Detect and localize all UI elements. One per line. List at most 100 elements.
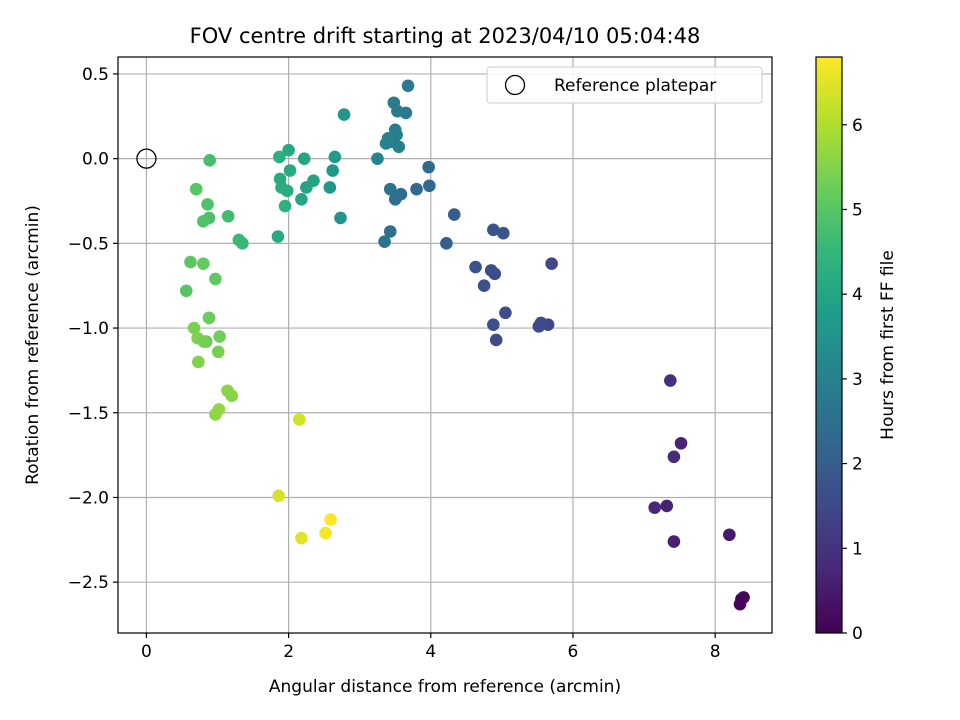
data-point <box>484 264 498 277</box>
y-axis-label: Rotation from reference (arcmin) <box>23 205 43 485</box>
data-point <box>391 104 404 118</box>
data-point <box>388 193 402 206</box>
data-point <box>187 321 201 335</box>
legend-box <box>486 66 763 104</box>
data-point <box>292 413 306 426</box>
data-point <box>213 330 226 343</box>
data-point <box>271 230 285 243</box>
y-tick-label: −2.0 <box>68 488 109 508</box>
data-point <box>371 152 384 165</box>
colorbar-frame <box>815 56 843 634</box>
legend-marker <box>504 74 526 96</box>
data-point <box>232 233 246 247</box>
y-tick-label: −1.0 <box>68 319 109 339</box>
data-point <box>328 150 342 164</box>
data-point <box>211 345 225 359</box>
data-point <box>648 501 662 514</box>
data-point <box>192 355 205 369</box>
data-point <box>283 164 297 177</box>
data-point <box>487 318 500 331</box>
data-point <box>337 108 351 121</box>
data-point <box>334 211 347 225</box>
data-point <box>197 215 210 228</box>
colorbar-tick-label: 0 <box>852 624 863 644</box>
data-point <box>297 152 311 165</box>
colorbar-gradient <box>816 57 842 633</box>
data-point <box>674 436 688 450</box>
data-point <box>282 143 295 157</box>
data-point <box>225 389 239 403</box>
data-point <box>197 257 210 270</box>
x-axis-label: Angular distance from reference (arcmin) <box>269 677 621 697</box>
data-point <box>179 284 193 298</box>
data-point <box>383 182 397 196</box>
data-point <box>295 193 308 206</box>
data-point <box>496 226 510 240</box>
data-point <box>423 179 436 193</box>
x-tick-label: 4 <box>425 642 436 662</box>
data-point <box>184 255 197 269</box>
data-point <box>203 154 217 167</box>
data-point <box>197 335 211 348</box>
data-point <box>323 181 337 194</box>
data-point <box>189 182 203 196</box>
colorbar-ticks: 0 1 2 3 4 5 6 <box>842 116 863 644</box>
data-points <box>179 79 750 611</box>
y-tick-label: 0.0 <box>82 150 109 170</box>
data-point <box>532 320 546 333</box>
data-point <box>667 535 681 548</box>
data-point <box>477 279 491 293</box>
reference-marker <box>136 148 157 169</box>
data-point <box>300 181 313 194</box>
y-tick-label: 0.5 <box>82 65 109 85</box>
colorbar-tick-label: 2 <box>852 455 863 475</box>
data-point <box>201 198 214 211</box>
data-point <box>379 137 393 150</box>
data-point <box>272 489 285 503</box>
data-point <box>209 272 222 286</box>
y-tick-label: −0.5 <box>68 234 109 254</box>
data-point <box>295 531 308 545</box>
colorbar-tick-label: 6 <box>852 116 863 136</box>
data-point <box>209 408 222 421</box>
data-point <box>667 450 681 464</box>
data-point <box>383 225 397 238</box>
plot-area <box>117 56 773 634</box>
data-point <box>664 374 677 387</box>
x-tick-label: 0 <box>141 642 152 662</box>
data-point <box>401 79 415 93</box>
data-point <box>273 150 286 164</box>
y-tick-label: −2.5 <box>68 573 109 593</box>
data-point <box>469 260 482 274</box>
data-point <box>499 306 512 320</box>
x-tick-label: 8 <box>710 642 721 662</box>
colorbar-tick-label: 4 <box>852 285 863 305</box>
legend-label: Reference platepar <box>554 76 716 96</box>
data-point <box>447 208 461 221</box>
chart-title: FOV centre drift starting at 2023/04/10 … <box>190 24 701 48</box>
data-point <box>273 172 287 186</box>
data-point <box>487 223 500 237</box>
reference-point <box>136 148 157 169</box>
data-point <box>278 199 292 213</box>
data-point <box>733 597 747 611</box>
data-point <box>410 182 423 196</box>
grid <box>118 57 772 633</box>
colorbar: 0 1 2 3 4 5 6 Hours from first FF file <box>815 56 898 644</box>
data-point <box>440 237 453 250</box>
data-point <box>326 164 339 177</box>
data-point <box>221 209 235 223</box>
colorbar-tick-label: 5 <box>852 200 863 220</box>
x-axis-ticks: 0 2 4 6 8 <box>141 633 721 662</box>
legend: Reference platepar <box>486 66 763 104</box>
data-point <box>319 526 332 540</box>
x-tick-label: 2 <box>283 642 294 662</box>
y-axis-ticks: 0.5 0.0 −0.5 −1.0 −1.5 −2.0 −2.5 <box>68 65 118 593</box>
x-tick-label: 6 <box>568 642 579 662</box>
data-point <box>324 513 337 526</box>
colorbar-tick-label: 1 <box>852 539 863 559</box>
data-point <box>422 160 435 174</box>
data-point <box>660 499 674 513</box>
data-point <box>545 257 558 270</box>
